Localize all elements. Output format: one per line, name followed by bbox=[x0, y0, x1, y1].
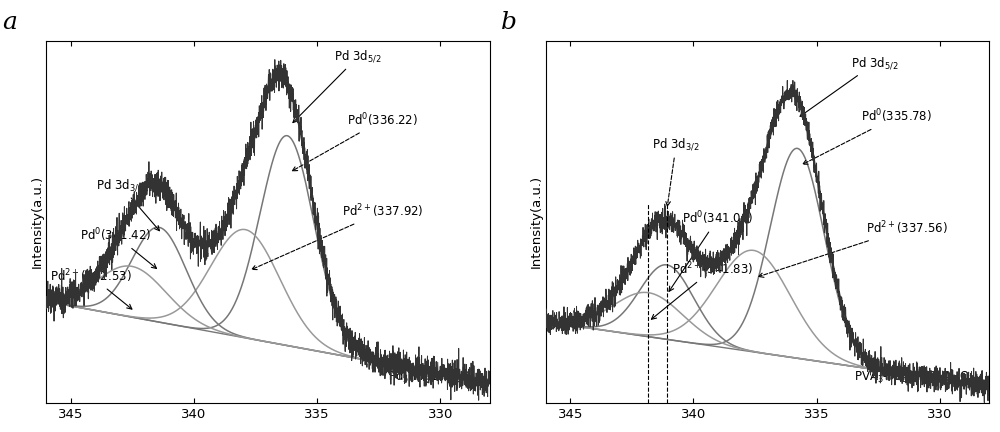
Text: Pd$^0$(336.22): Pd$^0$(336.22) bbox=[292, 111, 418, 171]
Text: Pd$^0$(341.42): Pd$^0$(341.42) bbox=[80, 226, 156, 268]
Text: a: a bbox=[2, 10, 17, 34]
Y-axis label: Intensity(a.u.): Intensity(a.u.) bbox=[530, 175, 543, 268]
Text: Pd 3d$_{3/2}$: Pd 3d$_{3/2}$ bbox=[96, 178, 159, 231]
Text: Pd$^0$(335.78): Pd$^0$(335.78) bbox=[803, 108, 932, 164]
Text: Pd$_5$/MgO-Al$_2$O$_3$: Pd$_5$/MgO-Al$_2$O$_3$ bbox=[388, 368, 476, 385]
Text: Pd$^{2+}$(337.56): Pd$^{2+}$(337.56) bbox=[759, 219, 947, 277]
Y-axis label: Intensity(a.u.): Intensity(a.u.) bbox=[31, 175, 44, 268]
Text: Pd$^{2+}$(337.92): Pd$^{2+}$(337.92) bbox=[252, 203, 423, 270]
Text: Pd$^{2+}$(341.83): Pd$^{2+}$(341.83) bbox=[651, 260, 754, 319]
Text: Pd 3d$_{5/2}$: Pd 3d$_{5/2}$ bbox=[800, 56, 899, 116]
Text: Pd$^0$(341.08): Pd$^0$(341.08) bbox=[669, 210, 754, 291]
Text: b: b bbox=[501, 10, 517, 34]
Text: Pd$^{2+}$(342.53): Pd$^{2+}$(342.53) bbox=[50, 267, 132, 309]
Text: PVA$_3$-Pd$_5$/MgO-Al$_2$O$_3$: PVA$_3$-Pd$_5$/MgO-Al$_2$O$_3$ bbox=[854, 368, 976, 385]
Text: Pd 3d$_{3/2}$: Pd 3d$_{3/2}$ bbox=[652, 137, 700, 206]
Text: Pd 3d$_{5/2}$: Pd 3d$_{5/2}$ bbox=[293, 49, 382, 123]
